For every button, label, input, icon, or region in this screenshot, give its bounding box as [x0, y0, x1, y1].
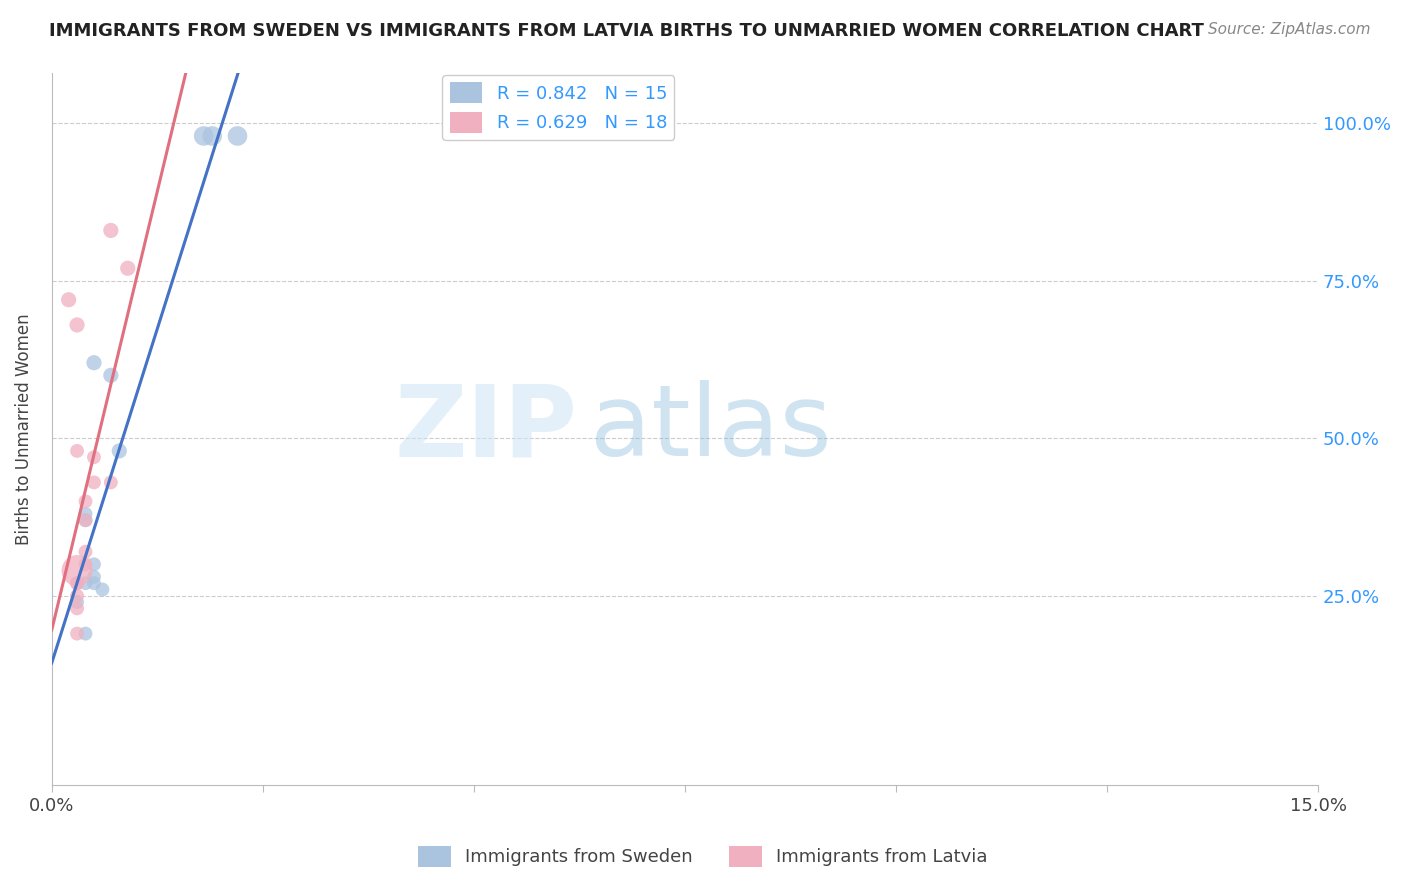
- Point: [75, 513, 97, 527]
- Point: [75, 626, 97, 640]
- Point: [58, 293, 80, 307]
- Point: [100, 223, 122, 237]
- Legend: Immigrants from Sweden, Immigrants from Latvia: Immigrants from Sweden, Immigrants from …: [411, 838, 995, 874]
- Text: ZIP: ZIP: [395, 380, 578, 477]
- Text: Source: ZipAtlas.com: Source: ZipAtlas.com: [1208, 22, 1371, 37]
- Text: atlas: atlas: [591, 380, 831, 477]
- Point: [83, 450, 105, 465]
- Point: [201, 128, 224, 143]
- Point: [117, 261, 139, 276]
- Point: [66, 318, 89, 332]
- Point: [66, 564, 89, 578]
- Point: [108, 444, 131, 458]
- Y-axis label: Births to Unmarried Women: Births to Unmarried Women: [15, 313, 32, 545]
- Point: [83, 558, 105, 572]
- Point: [66, 601, 89, 615]
- Point: [66, 589, 89, 603]
- Point: [83, 576, 105, 591]
- Legend: R = 0.842   N = 15, R = 0.629   N = 18: R = 0.842 N = 15, R = 0.629 N = 18: [443, 75, 675, 140]
- Point: [75, 494, 97, 508]
- Text: IMMIGRANTS FROM SWEDEN VS IMMIGRANTS FROM LATVIA BIRTHS TO UNMARRIED WOMEN CORRE: IMMIGRANTS FROM SWEDEN VS IMMIGRANTS FRO…: [49, 22, 1204, 40]
- Point: [75, 576, 97, 591]
- Point: [75, 558, 97, 572]
- Point: [75, 507, 97, 521]
- Point: [193, 128, 215, 143]
- Point: [66, 444, 89, 458]
- Point: [91, 582, 114, 597]
- Point: [83, 356, 105, 370]
- Point: [75, 513, 97, 527]
- Point: [66, 595, 89, 609]
- Point: [66, 576, 89, 591]
- Point: [75, 544, 97, 558]
- Point: [226, 128, 249, 143]
- Point: [66, 576, 89, 591]
- Point: [100, 475, 122, 490]
- Point: [66, 626, 89, 640]
- Point: [100, 368, 122, 383]
- Point: [83, 475, 105, 490]
- Point: [83, 570, 105, 584]
